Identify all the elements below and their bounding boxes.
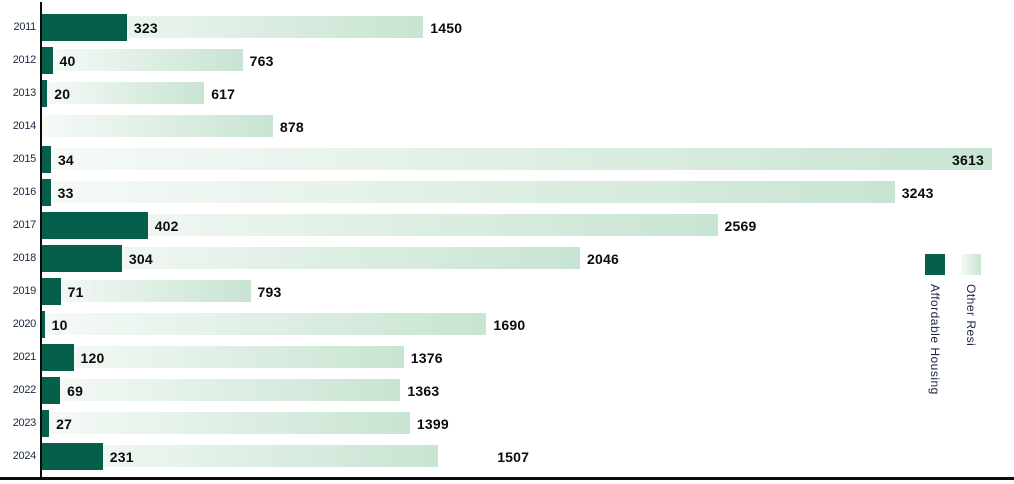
affordable-housing-bar <box>42 443 103 470</box>
other-resi-bar <box>42 214 718 236</box>
legend-label-other-resi: Other Resi <box>964 284 978 347</box>
affordable-housing-value-label: 34 <box>57 151 74 168</box>
year-label: 2023 <box>12 417 37 429</box>
other-resi-bar <box>42 181 895 203</box>
other-resi-value-label: 2569 <box>724 217 757 234</box>
chart-row: 2022 1363 69 <box>13 374 1014 407</box>
other-resi-value-label: 1399 <box>416 415 449 432</box>
year-label: 2016 <box>12 186 37 198</box>
affordable-housing-value-label: 33 <box>57 184 74 201</box>
other-resi-bar <box>42 247 580 269</box>
year-label: 2014 <box>12 120 37 132</box>
affordable-housing-value-label: 69 <box>67 382 84 399</box>
year-label: 2018 <box>12 252 37 264</box>
affordable-housing-value-label: 120 <box>80 349 105 366</box>
other-resi-value-label: 878 <box>279 118 304 135</box>
bottom-border-line <box>0 477 1014 480</box>
affordable-housing-value-label: 231 <box>109 448 134 465</box>
other-resi-bar <box>42 49 243 71</box>
chart-rows: 2011 1450 323 2012 763 40 2013 617 20 2014 878 2015… <box>13 11 1014 473</box>
affordable-housing-value-label: 402 <box>154 217 179 234</box>
other-resi-bar <box>42 346 404 368</box>
other-resi-value-label: 3613 <box>952 151 984 168</box>
affordable-housing-value-label: 40 <box>59 52 76 69</box>
chart-row: 2023 1399 27 <box>13 407 1014 440</box>
chart-row: 2016 3243 33 <box>13 176 1014 209</box>
other-resi-value-label: 1690 <box>493 316 526 333</box>
other-resi-bar <box>42 412 410 434</box>
other-resi-bar <box>42 445 439 467</box>
year-label: 2020 <box>12 318 37 330</box>
other-resi-bar <box>42 148 992 170</box>
chart-row: 2017 2569 402 <box>13 209 1014 242</box>
other-resi-value-label: 3243 <box>901 184 934 201</box>
year-label: 2019 <box>12 285 37 297</box>
affordable-housing-value-label: 27 <box>56 415 73 432</box>
other-resi-value-label: 1363 <box>407 382 440 399</box>
year-label: 2022 <box>12 384 37 396</box>
affordable-housing-value-label: 20 <box>54 85 71 102</box>
affordable-housing-bar <box>42 311 45 338</box>
other-resi-bar <box>42 280 251 302</box>
chart-row: 2014 878 <box>13 110 1014 143</box>
affordable-housing-bar <box>42 146 51 173</box>
affordable-housing-bar <box>42 212 148 239</box>
affordable-housing-bar <box>42 410 50 437</box>
other-resi-value-label: 617 <box>211 85 236 102</box>
other-resi-value-label: 2046 <box>587 250 619 267</box>
year-label: 2012 <box>12 54 37 66</box>
chart-row: 2024 1507 231 <box>13 440 1014 473</box>
affordable-housing-value-label: 323 <box>133 19 158 36</box>
legend-swatch-other-resi <box>961 254 981 275</box>
affordable-housing-bar <box>42 47 53 74</box>
affordable-housing-bar <box>42 278 61 305</box>
chart-row: 2012 763 40 <box>13 44 1014 77</box>
affordable-housing-value-label: 71 <box>67 283 84 300</box>
other-resi-value-label: 793 <box>257 283 282 300</box>
year-label: 2021 <box>12 351 37 363</box>
legend-swatch-affordable-housing <box>925 254 945 275</box>
chart-row: 2021 1376 120 <box>13 341 1014 374</box>
other-resi-bar <box>42 115 273 137</box>
year-label: 2017 <box>12 219 37 231</box>
legend-label-affordable-housing: Affordable Housing <box>928 284 942 395</box>
other-resi-value-label: 1450 <box>430 19 463 36</box>
chart-row: 2013 617 20 <box>13 77 1014 110</box>
chart-row: 2015 3613 34 <box>13 143 1014 176</box>
other-resi-value-label: 763 <box>249 52 274 69</box>
chart-row: 2020 1690 10 <box>13 308 1014 341</box>
chart-row: 2018 2046 304 <box>13 242 1014 275</box>
other-resi-value-label: 1507 <box>497 448 530 465</box>
affordable-housing-bar <box>42 245 122 272</box>
affordable-housing-bar <box>42 344 74 371</box>
other-resi-bar <box>42 379 401 401</box>
year-label: 2011 <box>13 21 37 33</box>
chart-row: 2019 793 71 <box>13 275 1014 308</box>
year-label: 2024 <box>12 450 37 462</box>
y-axis-line <box>40 2 42 478</box>
other-resi-bar <box>42 82 205 104</box>
affordable-housing-bar <box>42 80 48 107</box>
affordable-housing-value-label: 10 <box>51 316 68 333</box>
other-resi-value-label: 1376 <box>410 349 443 366</box>
other-resi-bar <box>42 313 487 335</box>
affordable-housing-value-label: 304 <box>128 250 153 267</box>
year-label: 2013 <box>12 87 37 99</box>
other-resi-bar <box>42 16 424 38</box>
year-label: 2015 <box>12 153 37 165</box>
affordable-housing-bar <box>42 14 127 41</box>
affordable-housing-bar <box>42 179 51 206</box>
affordable-housing-bar <box>42 377 61 404</box>
chart-row: 2011 1450 323 <box>14 11 1014 44</box>
